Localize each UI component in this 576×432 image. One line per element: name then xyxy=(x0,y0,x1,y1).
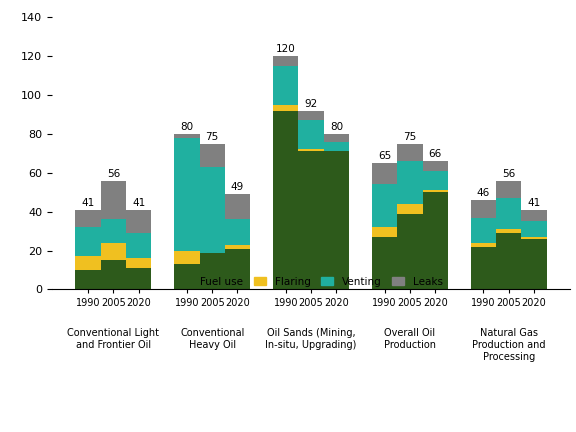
Bar xyxy=(225,194,250,219)
Bar xyxy=(324,142,349,152)
Bar xyxy=(423,190,448,192)
Bar xyxy=(496,233,521,289)
Bar xyxy=(175,251,199,264)
Bar xyxy=(423,171,448,190)
Bar xyxy=(496,229,521,233)
Text: 41: 41 xyxy=(81,198,94,208)
Text: 65: 65 xyxy=(378,151,391,161)
Bar xyxy=(75,256,101,270)
Bar xyxy=(101,260,126,289)
Text: 120: 120 xyxy=(276,44,295,54)
Bar xyxy=(199,143,225,167)
Bar xyxy=(199,252,225,289)
Bar xyxy=(175,138,199,251)
Bar xyxy=(372,227,397,237)
Bar xyxy=(324,134,349,142)
Bar xyxy=(397,213,423,289)
Bar xyxy=(521,210,547,221)
Bar xyxy=(372,237,397,289)
Bar xyxy=(75,210,101,227)
Text: 75: 75 xyxy=(206,132,219,142)
Bar xyxy=(496,198,521,229)
Bar xyxy=(225,249,250,289)
Bar xyxy=(101,181,126,219)
Text: 56: 56 xyxy=(107,168,120,179)
Bar xyxy=(298,121,324,149)
Text: Oil Sands (Mining,
In-situ, Upgrading): Oil Sands (Mining, In-situ, Upgrading) xyxy=(266,328,357,350)
Text: Conventional Light
and Frontier Oil: Conventional Light and Frontier Oil xyxy=(67,328,160,350)
Bar xyxy=(126,210,151,233)
Bar xyxy=(397,204,423,213)
Bar xyxy=(101,243,126,260)
Text: 41: 41 xyxy=(132,198,145,208)
Bar xyxy=(298,149,324,152)
Bar xyxy=(273,56,298,66)
Bar xyxy=(521,237,547,239)
Bar xyxy=(471,200,496,218)
Bar xyxy=(471,247,496,289)
Bar xyxy=(496,181,521,198)
Bar xyxy=(372,184,397,227)
Text: 66: 66 xyxy=(429,149,442,159)
Bar xyxy=(471,243,496,247)
Bar xyxy=(423,192,448,289)
Text: Overall Oil
Production: Overall Oil Production xyxy=(384,328,436,350)
Bar xyxy=(101,219,126,243)
Bar xyxy=(298,111,324,121)
Text: 41: 41 xyxy=(528,198,541,208)
Bar xyxy=(324,152,349,289)
Text: 75: 75 xyxy=(403,132,416,142)
Legend: Fuel use, Flaring, Venting, Leaks: Fuel use, Flaring, Venting, Leaks xyxy=(180,277,442,287)
Bar xyxy=(126,258,151,268)
Bar xyxy=(175,264,199,289)
Bar xyxy=(521,239,547,289)
Bar xyxy=(126,268,151,289)
Bar xyxy=(521,221,547,237)
Bar xyxy=(175,134,199,138)
Text: 80: 80 xyxy=(330,122,343,132)
Bar xyxy=(372,163,397,184)
Text: Natural Gas
Production and
Processing: Natural Gas Production and Processing xyxy=(472,328,545,362)
Bar xyxy=(273,66,298,105)
Text: 56: 56 xyxy=(502,168,516,179)
Bar xyxy=(225,219,250,245)
Bar xyxy=(225,245,250,249)
Bar xyxy=(126,233,151,258)
Bar xyxy=(298,152,324,289)
Text: Conventional
Heavy Oil: Conventional Heavy Oil xyxy=(180,328,244,350)
Text: 92: 92 xyxy=(304,98,318,109)
Bar xyxy=(75,270,101,289)
Bar xyxy=(397,143,423,161)
Text: 49: 49 xyxy=(231,182,244,192)
Bar xyxy=(199,167,225,252)
Bar xyxy=(397,161,423,204)
Bar xyxy=(75,227,101,256)
Bar xyxy=(471,218,496,243)
Bar xyxy=(273,105,298,111)
Bar xyxy=(273,111,298,289)
Text: 80: 80 xyxy=(180,122,194,132)
Bar xyxy=(423,161,448,171)
Text: 46: 46 xyxy=(477,188,490,198)
